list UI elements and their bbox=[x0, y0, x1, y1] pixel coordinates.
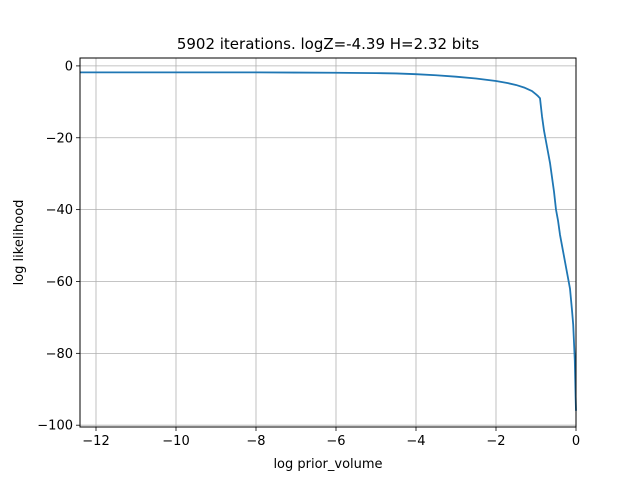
y-tick-label: 0 bbox=[65, 59, 73, 74]
plot-frame bbox=[79, 57, 577, 428]
x-tick-label: −10 bbox=[162, 434, 189, 449]
y-tick-label: −100 bbox=[37, 419, 73, 434]
x-tick-label: −8 bbox=[246, 434, 265, 449]
y-tick-label: −80 bbox=[46, 347, 73, 362]
y-tick-label: −60 bbox=[46, 275, 73, 290]
x-tick-label: −12 bbox=[82, 434, 109, 449]
chart-title: 5902 iterations. logZ=-4.39 H=2.32 bits bbox=[177, 35, 480, 53]
y-tick-label: −20 bbox=[46, 131, 73, 146]
x-tick-label: −4 bbox=[406, 434, 425, 449]
series-layer bbox=[80, 71, 577, 411]
y-tick-label: −40 bbox=[46, 203, 73, 218]
y-axis-label: log likelihood bbox=[12, 200, 27, 286]
x-tick-label: −2 bbox=[486, 434, 505, 449]
ticks: −12 −10 −8 −6 −4 −2 00−20−40−60−80−100 bbox=[37, 59, 580, 449]
x-axis-label: log prior_volume bbox=[273, 457, 382, 472]
series-line bbox=[80, 71, 577, 411]
grid bbox=[80, 58, 577, 427]
x-tick-label: 0 bbox=[572, 434, 580, 449]
x-tick-label: −6 bbox=[326, 434, 345, 449]
